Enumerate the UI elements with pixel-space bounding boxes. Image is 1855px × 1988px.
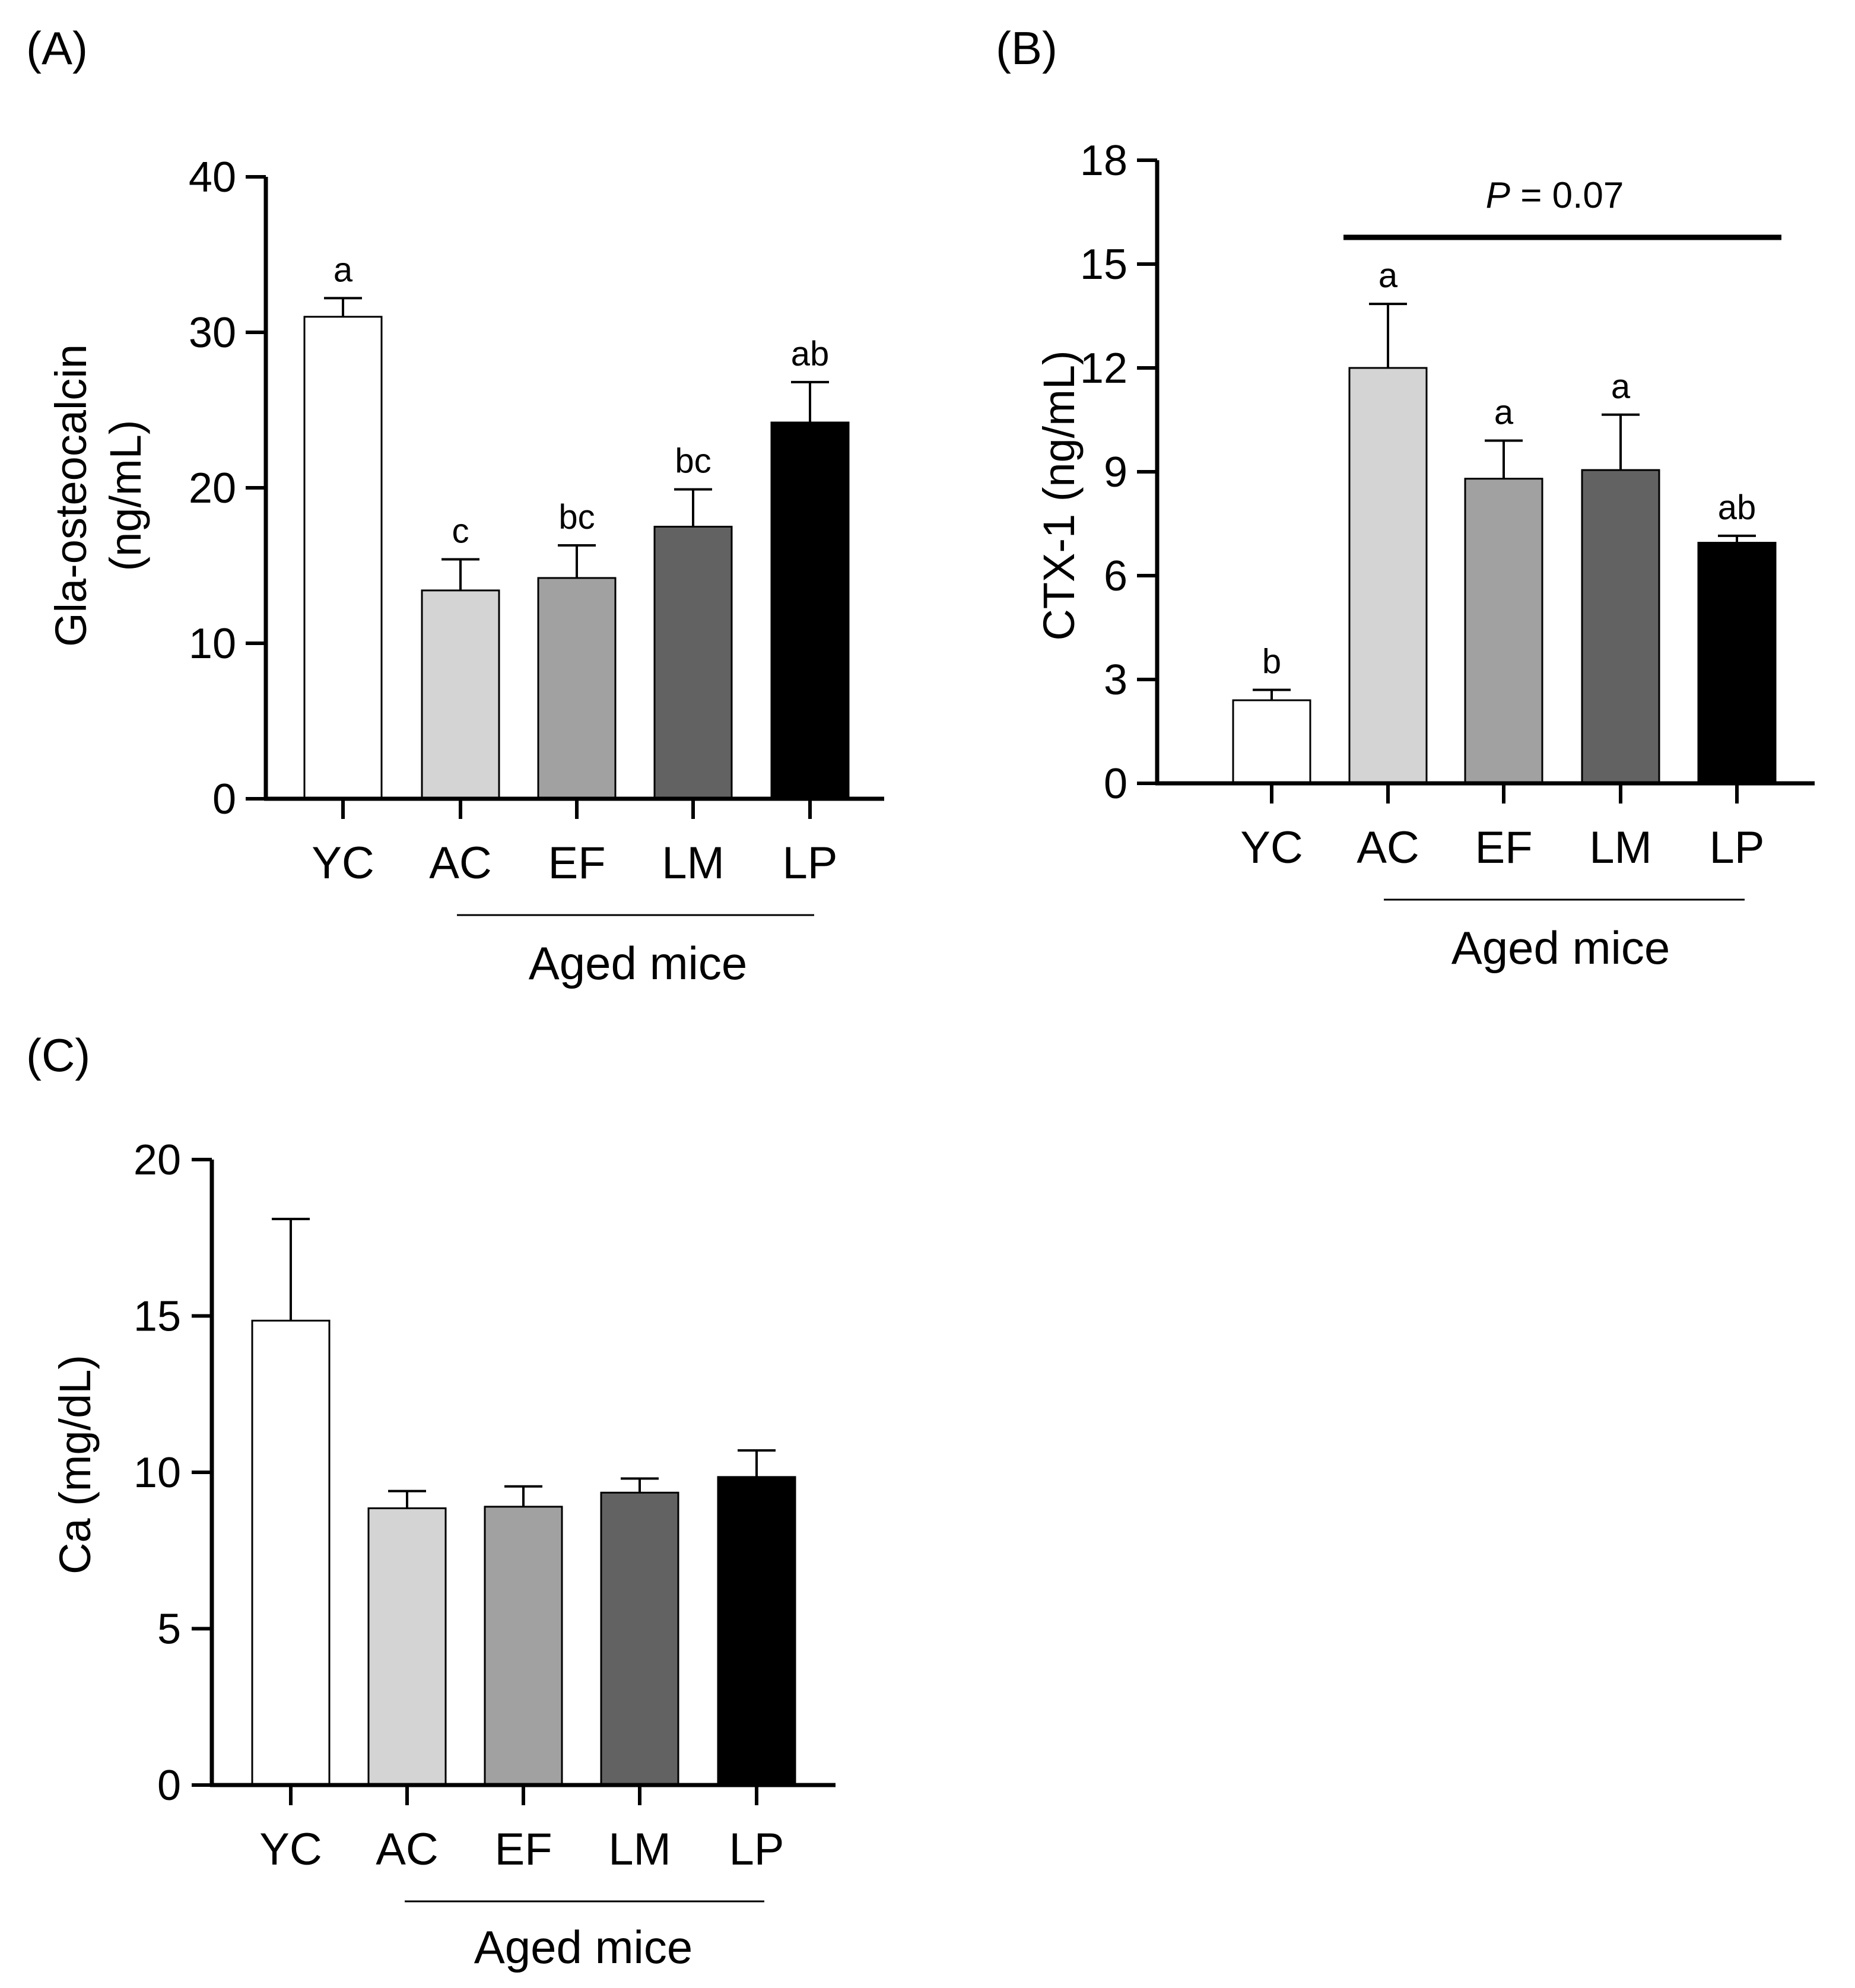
y-tick-label-b-18: 18 — [1080, 137, 1127, 185]
y-tick-label-b-0: 0 — [1104, 760, 1127, 808]
category-label-c-lp: LP — [729, 1824, 784, 1875]
bar-b-ef — [1464, 478, 1543, 785]
data-label-a-lp: ab — [791, 335, 830, 373]
data-label-b-ac: a — [1378, 256, 1398, 295]
bar-a-lp — [770, 421, 850, 800]
y-tick-label-b-6: 6 — [1104, 552, 1127, 600]
category-label-a-yc: YC — [312, 838, 374, 888]
significance-label-b: P = 0.07 — [1486, 175, 1624, 216]
y-tick-label-c-0: 0 — [157, 1762, 181, 1809]
y-tick-label-c-20: 20 — [134, 1136, 181, 1184]
panel-label-a: (A) — [26, 22, 88, 74]
panel-label-b: (B) — [996, 22, 1057, 74]
y-axis-label-a-line1: Gla-osteocalcin — [46, 344, 96, 647]
panel-label-c: (C) — [26, 1029, 90, 1081]
bar-a-yc — [303, 316, 383, 800]
data-label-a-yc: a — [333, 250, 353, 289]
y-tick-label-a-10: 10 — [189, 620, 236, 668]
group-label-a: Aged mice — [529, 937, 748, 989]
bar-b-ac — [1348, 367, 1428, 785]
category-label-b-ac: AC — [1357, 822, 1419, 873]
y-tick-label-b-9: 9 — [1104, 449, 1127, 496]
y-axis-label-b: CTX-1 (ng/mL) — [1034, 350, 1084, 640]
bar-c-lm — [600, 1491, 679, 1786]
bar-c-lp — [717, 1476, 796, 1786]
category-label-a-lp: LP — [783, 838, 838, 888]
y-axis-label-c: Ca (mg/dL) — [50, 1355, 100, 1574]
category-label-b-yc: YC — [1240, 822, 1303, 873]
category-label-b-ef: EF — [1475, 822, 1532, 873]
bar-b-yc — [1232, 699, 1311, 785]
data-label-a-lm: bc — [675, 442, 711, 481]
category-label-c-ef: EF — [494, 1824, 552, 1875]
group-label-c: Aged mice — [474, 1921, 693, 1973]
chart-panel-c: (C) Ca (mg/dL) Aged mice 0 5 10 15 20 YC AC EF L… — [26, 1029, 836, 1973]
category-label-a-ac: AC — [429, 838, 492, 888]
chart-panel-b: (B) CTX-1 (ng/mL) Aged mice P = 0.07 b a a… — [996, 22, 1815, 974]
data-label-a-ac: c — [452, 512, 469, 551]
bar-c-ef — [484, 1506, 563, 1786]
bar-c-yc — [251, 1319, 331, 1786]
chart-panel-a: (A) Gla-osteocalcin (ng/mL) Aged mice a c… — [26, 22, 884, 989]
category-label-a-ef: EF — [548, 838, 605, 888]
data-label-b-ef: a — [1494, 393, 1514, 432]
y-tick-label-b-15: 15 — [1080, 241, 1127, 288]
bar-b-lp — [1697, 542, 1777, 785]
y-tick-label-c-5: 5 — [157, 1606, 181, 1653]
category-label-a-lm: LM — [662, 838, 725, 888]
category-label-b-lm: LM — [1589, 822, 1652, 873]
category-label-c-ac: AC — [376, 1824, 439, 1875]
y-tick-label-a-30: 30 — [189, 309, 236, 357]
y-tick-label-b-3: 3 — [1104, 656, 1127, 704]
y-tick-label-a-40: 40 — [189, 154, 236, 201]
p-value: = 0.07 — [1510, 175, 1624, 216]
y-axis-label-a-line2: (ng/mL) — [101, 420, 150, 571]
data-label-b-lm: a — [1611, 367, 1631, 406]
category-label-b-lp: LP — [1710, 822, 1765, 873]
category-label-c-lm: LM — [608, 1824, 671, 1875]
y-tick-label-c-15: 15 — [134, 1293, 181, 1341]
y-tick-label-c-10: 10 — [134, 1449, 181, 1497]
data-label-a-ef: bc — [558, 498, 595, 536]
data-label-b-yc: b — [1262, 643, 1281, 681]
bar-c-ac — [367, 1507, 447, 1786]
bar-a-ac — [421, 589, 500, 800]
bar-a-ef — [537, 577, 617, 800]
bar-b-lm — [1581, 469, 1660, 785]
bar-a-lm — [653, 526, 733, 800]
y-tick-label-b-12: 12 — [1080, 345, 1127, 392]
p-symbol: P — [1486, 175, 1510, 216]
y-tick-label-a-20: 20 — [189, 465, 236, 512]
category-label-c-yc: YC — [259, 1824, 322, 1875]
data-label-b-lp: ab — [1718, 488, 1756, 527]
group-label-b: Aged mice — [1451, 922, 1670, 974]
y-tick-label-a-0: 0 — [212, 776, 236, 823]
